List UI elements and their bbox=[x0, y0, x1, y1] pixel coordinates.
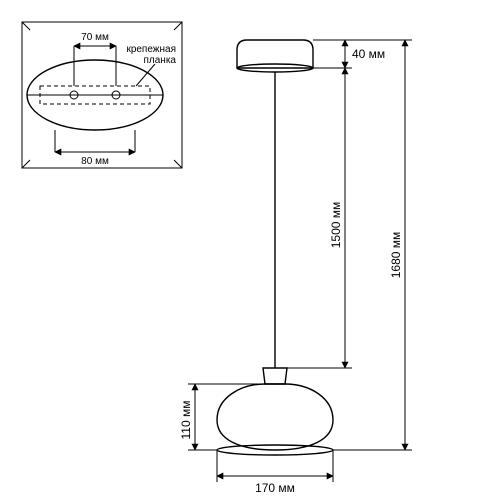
inset-small-text-1: крепежная bbox=[126, 44, 176, 55]
shade-outline bbox=[217, 384, 333, 450]
inset-small-text-2: планка bbox=[144, 55, 177, 66]
inset-label-70: 70 мм bbox=[81, 32, 109, 43]
inset-label-80: 80 мм bbox=[81, 156, 109, 167]
socket bbox=[263, 368, 287, 384]
diagram-root: 70 мм крепежная планка 80 мм bbox=[0, 0, 500, 500]
pendant-lamp bbox=[217, 40, 333, 455]
label-cord: 1500 мм bbox=[329, 202, 343, 249]
label-total-h: 1680 мм bbox=[389, 232, 403, 279]
dimensions: 40 мм 1500 мм 1680 мм 110 мм 170 мм bbox=[179, 40, 412, 495]
label-canopy-h: 40 мм bbox=[352, 47, 385, 61]
inset-mounting-plate: 70 мм крепежная планка 80 мм bbox=[22, 22, 182, 168]
label-shade-h: 110 мм bbox=[179, 401, 193, 440]
label-shade-w: 170 мм bbox=[255, 481, 295, 495]
